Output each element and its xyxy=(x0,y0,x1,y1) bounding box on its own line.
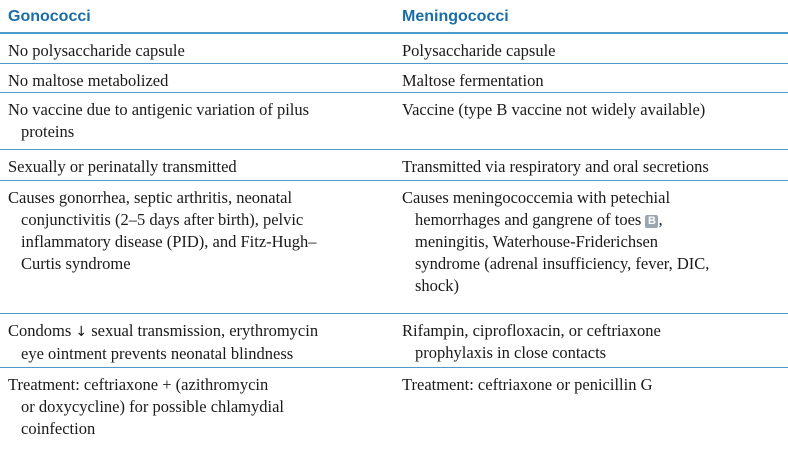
cell-gonococci: Condoms ↓ sexual transmission, erythromy… xyxy=(0,314,393,367)
cell-gonococci: Treatment: ceftriaxone + (azithromycin o… xyxy=(0,368,393,453)
down-arrow-icon: ↓ xyxy=(75,324,88,340)
header-gonococci: Gonococci xyxy=(8,8,91,25)
cell-gonococci: No polysaccharide capsule xyxy=(0,34,393,63)
cell-meningococci: Polysaccharide capsule xyxy=(393,34,788,63)
cell-line: coinfection xyxy=(21,419,96,438)
cell-line: or doxycycline) for possible chlamydial xyxy=(21,397,285,416)
cell-line: hemorrhages and gangrene of toes B, xyxy=(415,210,663,229)
cell-line: Transmitted via respiratory and oral sec… xyxy=(402,157,709,176)
cell-line: Curtis syndrome xyxy=(21,254,131,273)
cell-line: Treatment: ceftriaxone or penicillin G xyxy=(402,375,653,394)
cell-line: Maltose fermentation xyxy=(402,71,544,90)
cell-meningococci: Transmitted via respiratory and oral sec… xyxy=(393,150,788,180)
cell-line: Causes gonorrhea, septic arthritis, neon… xyxy=(8,188,293,207)
cell-line-text: hemorrhages and gangrene of toes xyxy=(415,210,642,229)
cell-line: Rifampin, ciprofloxacin, or ceftriaxone xyxy=(402,321,661,340)
cell-meningococci: Causes meningococcemia with petechial he… xyxy=(393,181,788,313)
cell-gonococci: No maltose metabolized xyxy=(0,64,393,92)
cell-gonococci: Causes gonorrhea, septic arthritis, neon… xyxy=(0,181,393,313)
cell-line: shock) xyxy=(415,276,459,295)
table-row: Sexually or perinatally transmitted Tran… xyxy=(0,150,788,181)
table-row: Causes gonorrhea, septic arthritis, neon… xyxy=(0,181,788,314)
cell-line: Causes meningococcemia with petechial xyxy=(402,188,671,207)
cell-gonococci: Sexually or perinatally transmitted xyxy=(0,150,393,180)
cell-line: No vaccine due to antigenic variation of… xyxy=(8,100,310,119)
cell-line: No polysaccharide capsule xyxy=(8,41,185,60)
image-reference-badge: B xyxy=(645,215,659,228)
cell-line: Sexually or perinatally transmitted xyxy=(8,157,237,176)
cell-gonococci: No vaccine due to antigenic variation of… xyxy=(0,93,393,149)
cell-line: Treatment: ceftriaxone + (azithromycin xyxy=(8,375,269,394)
cell-line: eye ointment prevents neonatal blindness xyxy=(21,344,294,363)
cell-line: inflammatory disease (PID), and Fitz-Hug… xyxy=(21,232,317,251)
cell-line: conjunctivitis (2–5 days after birth), p… xyxy=(21,210,304,229)
cell-line: Vaccine (type B vaccine not widely avail… xyxy=(402,100,706,119)
cell-line: syndrome (adrenal insufficiency, fever, … xyxy=(415,254,710,273)
table-row: Condoms ↓ sexual transmission, erythromy… xyxy=(0,314,788,368)
cell-meningococci: Treatment: ceftriaxone or penicillin G xyxy=(393,368,788,453)
cell-line: proteins xyxy=(21,122,75,141)
cell-line: prophylaxis in close contacts xyxy=(415,343,607,362)
table-row: Treatment: ceftriaxone + (azithromycin o… xyxy=(0,368,788,453)
cell-line: No maltose metabolized xyxy=(8,71,169,90)
cell-line: Condoms ↓ sexual transmission, erythromy… xyxy=(8,320,385,343)
cell-line-text: sexual transmission, erythromycin xyxy=(87,321,319,340)
table-header-row: Gonococci Meningococci xyxy=(0,0,788,34)
cell-meningococci: Rifampin, ciprofloxacin, or ceftriaxone … xyxy=(393,314,788,367)
cell-line: meningitis, Waterhouse-Friderichsen xyxy=(415,232,659,251)
cell-meningococci: Vaccine (type B vaccine not widely avail… xyxy=(393,93,788,149)
cell-line-text: Condoms xyxy=(8,321,72,340)
header-meningococci: Meningococci xyxy=(402,8,509,25)
cell-line: Polysaccharide capsule xyxy=(402,41,556,60)
cell-meningococci: Maltose fermentation xyxy=(393,64,788,92)
table-row: No polysaccharide capsule Polysaccharide… xyxy=(0,34,788,64)
table-row: No maltose metabolized Maltose fermentat… xyxy=(0,64,788,93)
table-row: No vaccine due to antigenic variation of… xyxy=(0,93,788,150)
